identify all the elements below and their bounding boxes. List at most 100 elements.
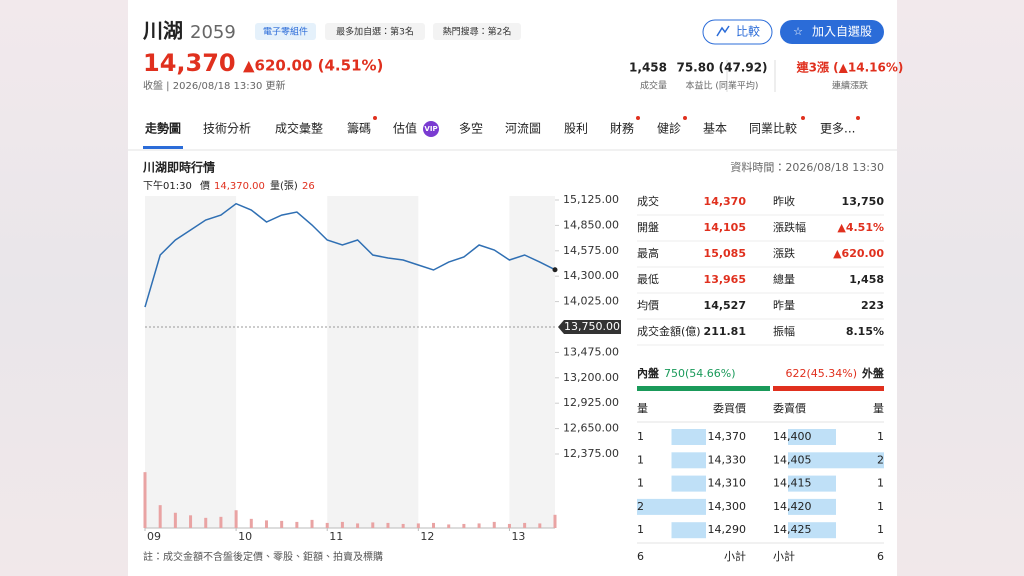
- nav-tab[interactable]: 健診: [657, 121, 681, 136]
- bid-price: 14,370: [708, 430, 747, 443]
- volume-bar: [173, 512, 177, 528]
- quote-label: 振幅: [773, 324, 795, 338]
- reference-pointer: [558, 320, 621, 334]
- bid-volume-bar: [671, 475, 706, 492]
- bid-price: 14,300: [708, 500, 747, 513]
- volume-bar: [507, 523, 511, 528]
- volume-bar: [432, 522, 436, 528]
- volume-bar: [295, 521, 299, 528]
- tab-dot: [373, 116, 377, 120]
- y-tick-label: 14,850.00: [563, 218, 619, 231]
- volume-bar: [477, 523, 481, 528]
- x-tick-label: 12: [420, 530, 434, 543]
- ask-price: 14,405: [773, 453, 812, 466]
- ask-volume: 1: [877, 477, 884, 490]
- bid-volume-bar: [671, 429, 706, 445]
- quote-value: 14,370: [704, 195, 747, 208]
- data-time: 資料時間：2026/08/18 13:30: [730, 160, 884, 174]
- tab-active-underline: [143, 146, 183, 149]
- tag-chip: [325, 23, 425, 40]
- ask-volume-bar: [788, 429, 836, 445]
- y-tick-label: 13,475.00: [563, 345, 619, 358]
- bid-volume: 1: [637, 453, 644, 466]
- nav-tab[interactable]: 同業比較: [749, 121, 797, 136]
- bid-volume: 1: [637, 523, 644, 536]
- nav-tab[interactable]: 基本: [703, 122, 727, 136]
- y-tick-label: 13,200.00: [563, 371, 619, 384]
- nav-tab[interactable]: 股利: [564, 122, 588, 136]
- y-tick-label: 12,650.00: [563, 422, 619, 435]
- bid-volume: 1: [637, 430, 644, 443]
- quote-label: 成交金額(億): [637, 324, 701, 338]
- volume-bar: [310, 519, 314, 528]
- x-tick-label: 10: [238, 530, 252, 543]
- volume-bar: [371, 522, 375, 528]
- quote-value: 8.15%: [846, 325, 884, 338]
- tag-chip: [255, 23, 316, 40]
- volume-bar: [204, 517, 208, 528]
- volume-bar: [416, 523, 420, 528]
- nav-tab[interactable]: 籌碼: [347, 122, 371, 136]
- ask-volume: 2: [877, 453, 884, 466]
- stat-value: 連3漲 (▲14.16%): [796, 60, 904, 75]
- book-total: 6: [877, 550, 884, 563]
- volume-bar: [462, 523, 466, 528]
- nav-tab[interactable]: 走勢圖: [145, 121, 181, 136]
- watchlist-button-label[interactable]: 加入自選股: [812, 25, 872, 39]
- quote-label: 成交: [637, 194, 659, 208]
- ask-volume: 1: [877, 430, 884, 443]
- volume-bar: [538, 523, 542, 528]
- inner-value: 750(54.66%): [664, 367, 736, 380]
- time-band: [327, 196, 419, 528]
- quote-value: ▲4.51%: [837, 221, 884, 234]
- section-title: 川湖即時行情: [142, 160, 215, 175]
- stat-value: 1,458: [629, 61, 667, 75]
- x-tick-label: 13: [511, 530, 525, 543]
- compare-button-label[interactable]: 比較: [736, 24, 760, 39]
- quote-value: 14,105: [704, 221, 746, 234]
- quote-value: 1,458: [849, 273, 884, 286]
- volume-bar: [340, 521, 344, 528]
- legend-time: 下午01:30: [143, 179, 192, 192]
- nav-tab[interactable]: 更多...: [820, 122, 855, 136]
- quote-value: ▲620.00: [833, 247, 884, 260]
- nav-tab[interactable]: 多空: [459, 121, 483, 136]
- tab-dot: [683, 116, 687, 120]
- book-total: 小計: [773, 549, 795, 563]
- bid-volume: 1: [637, 477, 644, 490]
- quote-value: 13,750: [842, 195, 885, 208]
- tab-dot: [801, 116, 805, 120]
- book-total: 6: [637, 550, 644, 563]
- ask-volume-bar: [788, 475, 836, 492]
- bid-volume-bar: [671, 452, 706, 469]
- quote-label: 漲跌: [773, 246, 795, 260]
- ask-price: 14,420: [773, 500, 812, 513]
- price: 14,370: [143, 49, 236, 77]
- watchlist-button[interactable]: [780, 20, 884, 44]
- legend-price: 14,370.00: [214, 181, 265, 192]
- nav-tab[interactable]: 技術分析: [203, 122, 251, 136]
- volume-bar: [189, 515, 193, 528]
- nav-tab[interactable]: 估值: [393, 121, 417, 136]
- nav-tab[interactable]: 成交彙整: [275, 121, 323, 136]
- legend-price-label: 價: [200, 179, 210, 192]
- tab-dot: [636, 116, 640, 120]
- volume-bar: [523, 522, 527, 528]
- quote-value: 14,527: [704, 299, 746, 312]
- quote-label: 均價: [637, 298, 659, 312]
- nav-tab[interactable]: 河流圖: [505, 122, 541, 136]
- volume-bar: [219, 516, 223, 528]
- tab-dot: [856, 116, 860, 120]
- nav-tab[interactable]: 財務: [610, 121, 634, 136]
- volume-bar: [249, 518, 253, 528]
- bid-volume-bar: [671, 522, 706, 539]
- price-line: [144, 202, 556, 308]
- tag-chip: [433, 23, 521, 40]
- volume-bar: [401, 523, 405, 528]
- volume-bar: [553, 514, 557, 528]
- inner-bar: [637, 386, 770, 391]
- compare-button[interactable]: [702, 19, 773, 45]
